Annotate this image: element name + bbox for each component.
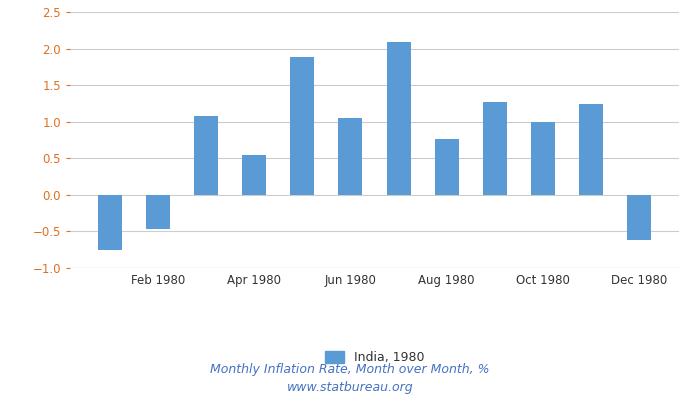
Bar	[98, 195, 122, 250]
Bar	[194, 116, 218, 195]
Text: Monthly Inflation Rate, Month over Month, %: Monthly Inflation Rate, Month over Month…	[210, 364, 490, 376]
Bar	[146, 195, 170, 229]
Bar	[386, 42, 411, 195]
Bar	[531, 122, 555, 195]
Bar	[483, 102, 507, 195]
Bar	[579, 104, 603, 195]
Bar	[290, 57, 314, 195]
Legend: India, 1980: India, 1980	[320, 346, 429, 369]
Bar	[435, 138, 458, 195]
Bar	[627, 195, 651, 240]
Bar	[242, 155, 266, 195]
Text: www.statbureau.org: www.statbureau.org	[287, 382, 413, 394]
Bar	[338, 118, 363, 195]
